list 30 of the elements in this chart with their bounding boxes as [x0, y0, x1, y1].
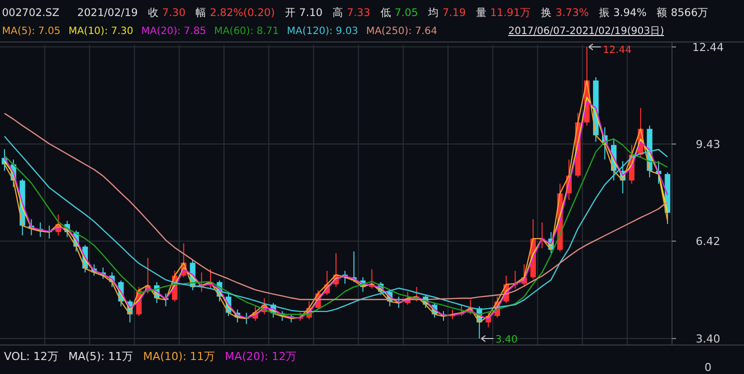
text: 开 7.10 — [284, 7, 323, 19]
text: MA(5): 7.05 — [2, 26, 60, 37]
text: 0 — [704, 361, 712, 374]
text: MA(60): 8.71 — [214, 26, 279, 37]
text: 2017/06/07-2021/02/19(903日) — [508, 26, 664, 37]
y-tick-label: 6.42 — [696, 235, 720, 248]
text: MA(5): 11万 — [68, 350, 134, 363]
text: MA(120): 9.03 — [286, 26, 358, 37]
text: 振 3.94% — [598, 7, 647, 19]
text: MA(10): 11万 — [143, 350, 215, 363]
text: 收 7.30 — [148, 7, 186, 19]
text: 额 8566万 — [656, 6, 709, 19]
text: 幅 2.82%(0.20) — [196, 7, 275, 19]
text: 量 11.91万 — [476, 7, 532, 19]
y-tick-label: 9.43 — [696, 138, 720, 152]
y-tick-label: 12.44 — [692, 40, 724, 54]
y-tick-label: 3.40 — [696, 332, 720, 346]
text: 2021/02/19 — [77, 7, 138, 19]
text: MA(20): 7.85 — [141, 26, 206, 37]
text: 高 7.33 — [332, 6, 370, 19]
text: MA(250): 7.64 — [366, 26, 438, 37]
annotation: 3.40 — [495, 334, 518, 346]
text: MA(20): 12万 — [224, 350, 297, 363]
text: 均 7.19 — [427, 7, 466, 19]
text: MA(10): 7.30 — [68, 26, 134, 37]
annotation: 12.44 — [602, 44, 632, 56]
text: VOL: 12万 — [4, 350, 58, 363]
chart-title: 002702.SZ — [2, 7, 60, 19]
text: 低 7.05 — [380, 7, 418, 19]
text: 换 3.73% — [541, 7, 589, 19]
